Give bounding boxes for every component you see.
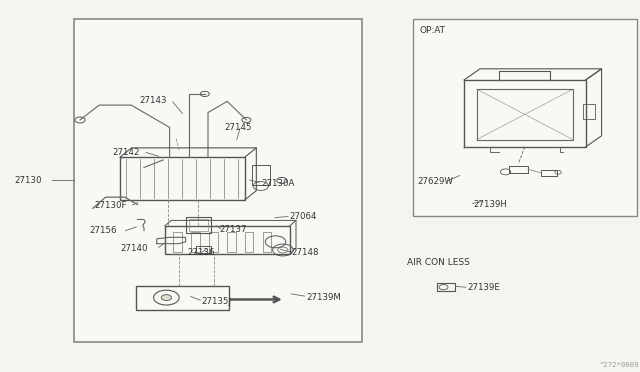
Bar: [191, 231, 200, 252]
Text: 27629W: 27629W: [417, 177, 453, 186]
Bar: [252, 164, 270, 185]
Text: 27136: 27136: [187, 248, 214, 257]
Bar: [245, 231, 253, 252]
Bar: [413, 19, 637, 216]
Text: 27139M: 27139M: [306, 293, 340, 302]
Text: ^272*0009: ^272*0009: [599, 362, 639, 368]
Bar: [186, 217, 211, 234]
Text: 27148: 27148: [291, 248, 319, 257]
Bar: [120, 157, 244, 200]
Bar: [263, 231, 271, 252]
Text: 27143: 27143: [140, 96, 167, 105]
Bar: [509, 166, 528, 173]
Circle shape: [161, 295, 172, 301]
Text: 27140: 27140: [120, 244, 148, 253]
Text: 27137: 27137: [219, 225, 246, 234]
Bar: [227, 231, 236, 252]
Text: 27130A: 27130A: [261, 179, 294, 188]
Bar: [136, 286, 228, 310]
Text: 27135J: 27135J: [202, 297, 232, 306]
Bar: [209, 231, 218, 252]
Text: 27139H: 27139H: [474, 200, 508, 209]
Bar: [189, 219, 208, 231]
Text: 27130F: 27130F: [95, 201, 127, 210]
Bar: [74, 19, 362, 342]
Bar: [196, 246, 211, 253]
Text: OP:AT: OP:AT: [419, 26, 445, 35]
Bar: [164, 226, 289, 254]
Text: 27142: 27142: [112, 148, 140, 157]
Text: 27064: 27064: [289, 212, 317, 221]
Text: AIR CON LESS: AIR CON LESS: [407, 258, 470, 267]
Text: 27156: 27156: [90, 226, 117, 235]
Bar: [437, 283, 455, 291]
Bar: [541, 170, 557, 176]
Text: 27139E: 27139E: [467, 283, 500, 292]
Text: 27130: 27130: [14, 176, 42, 185]
Text: 27145: 27145: [224, 123, 252, 132]
Bar: [583, 104, 595, 119]
Bar: [173, 231, 182, 252]
